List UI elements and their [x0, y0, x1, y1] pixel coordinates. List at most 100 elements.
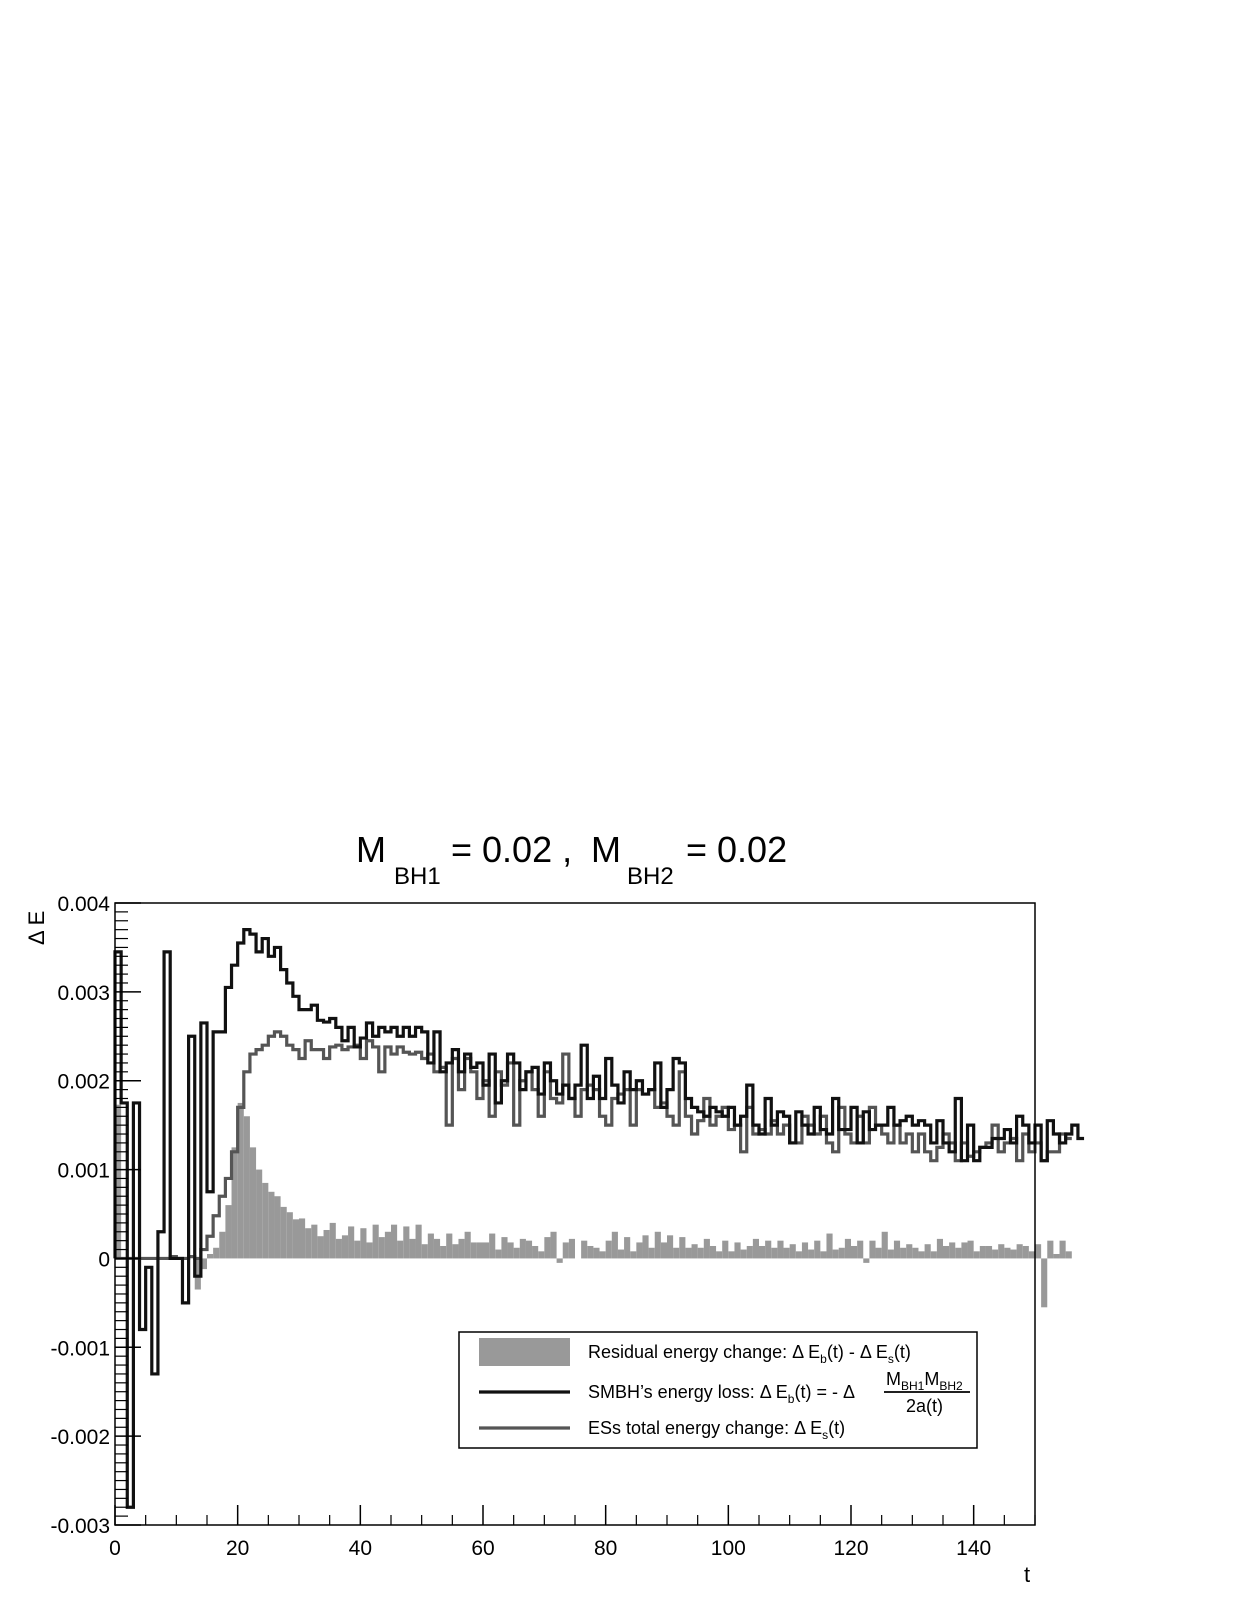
residual-bar: [237, 1102, 244, 1259]
legend-swatch-residual: [479, 1338, 570, 1366]
residual-bar: [421, 1244, 428, 1259]
residual-bar: [844, 1238, 851, 1259]
residual-bar: [630, 1251, 637, 1259]
residual-bar: [501, 1237, 508, 1259]
residual-bar: [777, 1240, 784, 1259]
residual-bar: [587, 1245, 594, 1259]
residual-bar: [525, 1240, 533, 1259]
residual-bar: [887, 1249, 894, 1259]
residual-bar: [691, 1244, 698, 1259]
residual-bar: [1004, 1247, 1011, 1259]
residual-bar: [1059, 1240, 1066, 1259]
residual-bar: [765, 1240, 772, 1259]
residual-bar: [740, 1249, 747, 1259]
residual-bar: [771, 1247, 778, 1259]
residual-bar: [397, 1240, 404, 1259]
residual-bar: [249, 1147, 257, 1259]
residual-bar: [642, 1235, 649, 1259]
residual-bar: [513, 1247, 520, 1259]
residual-bar: [268, 1191, 275, 1259]
y-tick-label: 0.001: [57, 1160, 110, 1183]
residual-bar: [685, 1247, 692, 1259]
x-tick-label: 60: [471, 1537, 494, 1560]
residual-bar: [213, 1247, 220, 1259]
x-axis-label: t: [1024, 1562, 1030, 1587]
residual-bar: [507, 1242, 514, 1259]
y-tick-label: 0.002: [57, 1071, 110, 1094]
y-tick-label: -0.003: [50, 1515, 110, 1538]
residual-bar: [673, 1247, 680, 1259]
residual-bar: [863, 1258, 870, 1263]
y-axis-ticks: -0.003 -0.002 -0.001 0 0.001 0.002 0.003 0.004: [50, 893, 141, 1538]
residual-bar: [409, 1238, 416, 1259]
x-tick-label: 0: [109, 1537, 121, 1560]
title-m1-symbol: M: [356, 829, 386, 870]
x-tick-label: 20: [226, 1537, 249, 1560]
residual-bar: [814, 1240, 821, 1259]
x-tick-label: 40: [349, 1537, 372, 1560]
residual-bar: [274, 1196, 281, 1259]
residual-bar: [593, 1247, 600, 1259]
legend: Residual energy change: Δ Eb(t) - Δ Es(t…: [458, 1331, 978, 1449]
residual-bar: [538, 1251, 545, 1259]
residual-bar: [716, 1251, 723, 1259]
residual-bar: [752, 1238, 759, 1259]
residual-bar: [654, 1231, 661, 1259]
residual-bar: [746, 1245, 753, 1259]
residual-bar: [949, 1242, 956, 1259]
residual-bar: [354, 1240, 361, 1259]
residual-bar: [851, 1245, 858, 1259]
title-m1-subscript: BH1: [394, 863, 441, 890]
residual-bar: [728, 1251, 735, 1259]
residual-bar: [495, 1249, 502, 1259]
residual-bar: [826, 1233, 833, 1259]
residual-bar: [955, 1247, 962, 1259]
residual-bar: [875, 1247, 882, 1259]
residual-bar: [231, 1147, 238, 1259]
residual-bar: [317, 1236, 324, 1259]
residual-bar: [489, 1233, 496, 1259]
residual-bar: [470, 1242, 477, 1259]
residual-bar: [329, 1222, 336, 1259]
residual-bar: [703, 1238, 710, 1259]
residual-bar: [366, 1242, 373, 1259]
residual-bar: [924, 1244, 931, 1259]
residual-bar: [532, 1245, 539, 1259]
residual-bar: [783, 1247, 790, 1259]
y-tick-label: -0.001: [50, 1337, 110, 1360]
residual-bar: [243, 1116, 250, 1259]
residual-bar: [943, 1245, 950, 1259]
residual-bar: [464, 1231, 471, 1259]
residual-bar: [936, 1238, 943, 1259]
residual-bar: [1065, 1251, 1072, 1259]
title-m2-symbol: M: [591, 829, 621, 870]
title-m2-value: = 0.02: [686, 829, 787, 870]
residual-bar: [998, 1244, 1005, 1259]
residual-bar: [458, 1238, 465, 1259]
x-tick-label: 100: [711, 1537, 746, 1560]
residual-bar: [323, 1229, 330, 1259]
residual-bar: [415, 1224, 422, 1259]
residual-bar: [611, 1231, 618, 1259]
residual-bar: [256, 1169, 263, 1259]
smbh-series-line: [113, 928, 1085, 1509]
residual-bar: [795, 1251, 802, 1259]
residual-bar: [660, 1242, 667, 1259]
residual-bar: [985, 1245, 993, 1259]
residual-bar: [403, 1226, 410, 1259]
residual-bar: [568, 1238, 575, 1259]
residual-bar: [820, 1251, 827, 1259]
residual-bar: [280, 1206, 287, 1259]
residual-bar: [427, 1233, 434, 1259]
residual-bar: [311, 1224, 318, 1259]
residual-bar: [808, 1249, 815, 1259]
residual-bar: [599, 1251, 606, 1259]
residual-bar: [581, 1240, 588, 1259]
residual-bar: [1053, 1253, 1060, 1259]
residual-bar: [1041, 1258, 1048, 1308]
residual-bar: [667, 1235, 674, 1259]
residual-bar: [967, 1240, 974, 1259]
residual-bar: [305, 1228, 312, 1259]
x-tick-label: 80: [594, 1537, 617, 1560]
